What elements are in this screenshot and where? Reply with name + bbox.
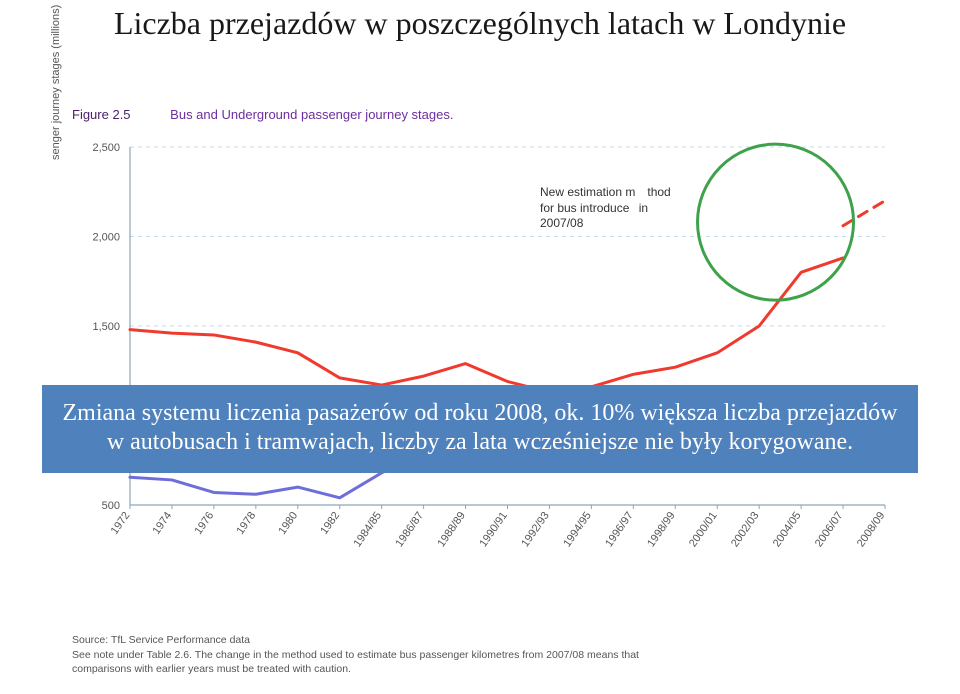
slide-title: Liczba przejazdów w poszczególnych latac… [0,6,960,41]
chart-annotation-text: New estimation mxxthod for bus introduce… [540,185,671,232]
svg-text:2000/01: 2000/01 [687,510,720,549]
footer-line1: Source: TfL Service Performance data [72,633,639,647]
overlay-commentary-box: Zmiana systemu liczenia pasażerów od rok… [42,385,918,473]
svg-text:2008/09: 2008/09 [855,510,888,549]
svg-text:2004/05: 2004/05 [771,510,804,549]
svg-text:2006/07: 2006/07 [813,510,846,549]
svg-text:1972: 1972 [109,510,133,537]
svg-text:1998/99: 1998/99 [645,510,678,549]
svg-text:1974: 1974 [151,510,175,537]
svg-text:1984/85: 1984/85 [351,510,384,549]
svg-text:1996/97: 1996/97 [603,510,636,549]
chart-area: 5001,0001,5002,0002,50019721974197619781… [60,135,905,575]
footer-line3: comparisons with earlier years must be t… [72,662,639,676]
svg-text:2,500: 2,500 [92,142,120,154]
svg-text:1988/89: 1988/89 [435,510,468,549]
svg-text:1990/91: 1990/91 [477,510,510,549]
svg-text:1986/87: 1986/87 [393,510,426,549]
svg-text:1,500: 1,500 [92,321,120,333]
figure-caption: Figure 2.5 Bus and Underground passenger… [72,107,453,122]
svg-text:500: 500 [102,500,120,512]
svg-text:1976: 1976 [192,510,216,537]
line-chart-svg: 5001,0001,5002,0002,50019721974197619781… [60,135,905,575]
svg-text:2,000: 2,000 [92,232,120,244]
svg-text:1994/95: 1994/95 [561,510,594,549]
figure-text: Bus and Underground passenger journey st… [170,107,453,122]
svg-text:2002/03: 2002/03 [729,510,762,549]
footer-source: Source: TfL Service Performance data See… [72,633,639,676]
svg-text:1978: 1978 [234,510,258,537]
svg-text:1982: 1982 [318,510,342,537]
footer-line2: See note under Table 2.6. The change in … [72,648,639,662]
svg-text:1992/93: 1992/93 [519,510,552,549]
figure-number: Figure 2.5 [72,107,131,122]
svg-text:1980: 1980 [276,510,300,537]
slide-root: Liczba przejazdów w poszczególnych latac… [0,0,960,694]
